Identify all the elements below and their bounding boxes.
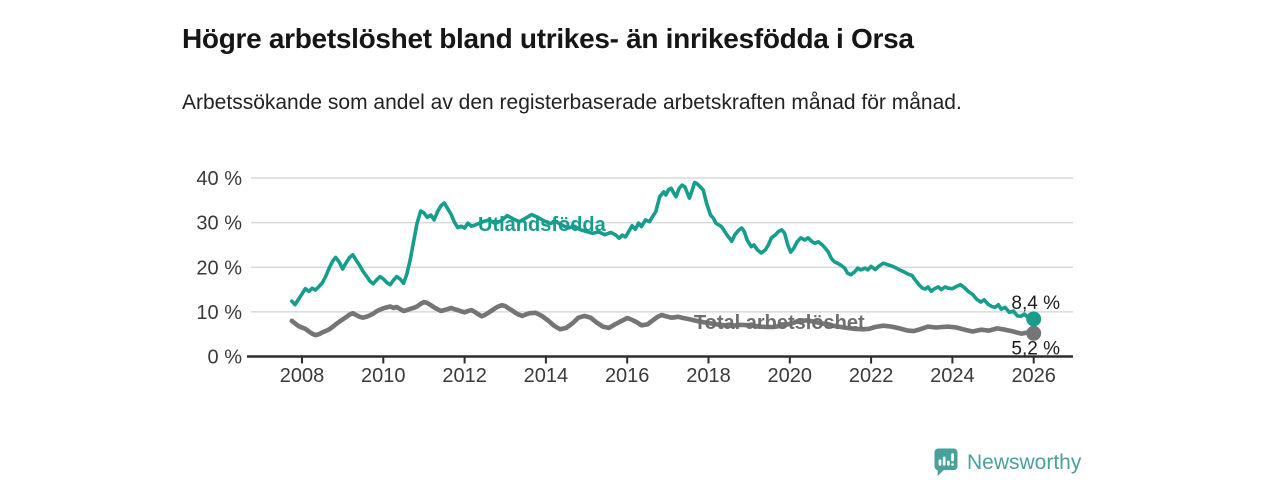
newsworthy-brand: Newsworthy xyxy=(934,448,1081,477)
x-tick-label: 2026 xyxy=(1011,365,1056,387)
brand-name: Newsworthy xyxy=(967,450,1082,474)
x-tick-label: 2016 xyxy=(605,365,650,387)
y-tick-label: 0 % xyxy=(208,347,243,369)
series-inline-label: Utlandsfödda xyxy=(478,214,607,236)
series-end-value-label: 8,4 % xyxy=(1011,293,1060,314)
series-end-dot xyxy=(1026,311,1042,327)
chart-subtitle: Arbetssökande som andel av den registerb… xyxy=(182,91,962,114)
x-tick-label: 2014 xyxy=(524,365,569,387)
x-tick-label: 2012 xyxy=(442,365,487,387)
x-tick-label: 2024 xyxy=(930,365,975,387)
chart-title: Högre arbetslöshet bland utrikes- än inr… xyxy=(182,22,914,54)
bar-chart-speech-bubble-icon xyxy=(934,448,958,476)
x-tick-label: 2022 xyxy=(849,365,894,387)
y-tick-label: 20 % xyxy=(196,257,242,279)
series-end-value-label: 5,2 % xyxy=(1011,338,1060,359)
x-tick-label: 2010 xyxy=(361,365,406,387)
series-end-dot xyxy=(1026,325,1042,341)
y-tick-label: 10 % xyxy=(196,302,242,324)
series-line-utlandsfodda xyxy=(289,180,1036,321)
y-tick-label: 30 % xyxy=(196,213,242,235)
x-tick-label: 2020 xyxy=(768,365,813,387)
y-tick-label: 40 % xyxy=(196,168,242,190)
series-line-total xyxy=(289,299,1036,338)
series-inline-label: Total arbetslöshet xyxy=(694,312,865,334)
x-tick-label: 2008 xyxy=(280,365,325,387)
x-tick-label: 2018 xyxy=(686,365,731,387)
